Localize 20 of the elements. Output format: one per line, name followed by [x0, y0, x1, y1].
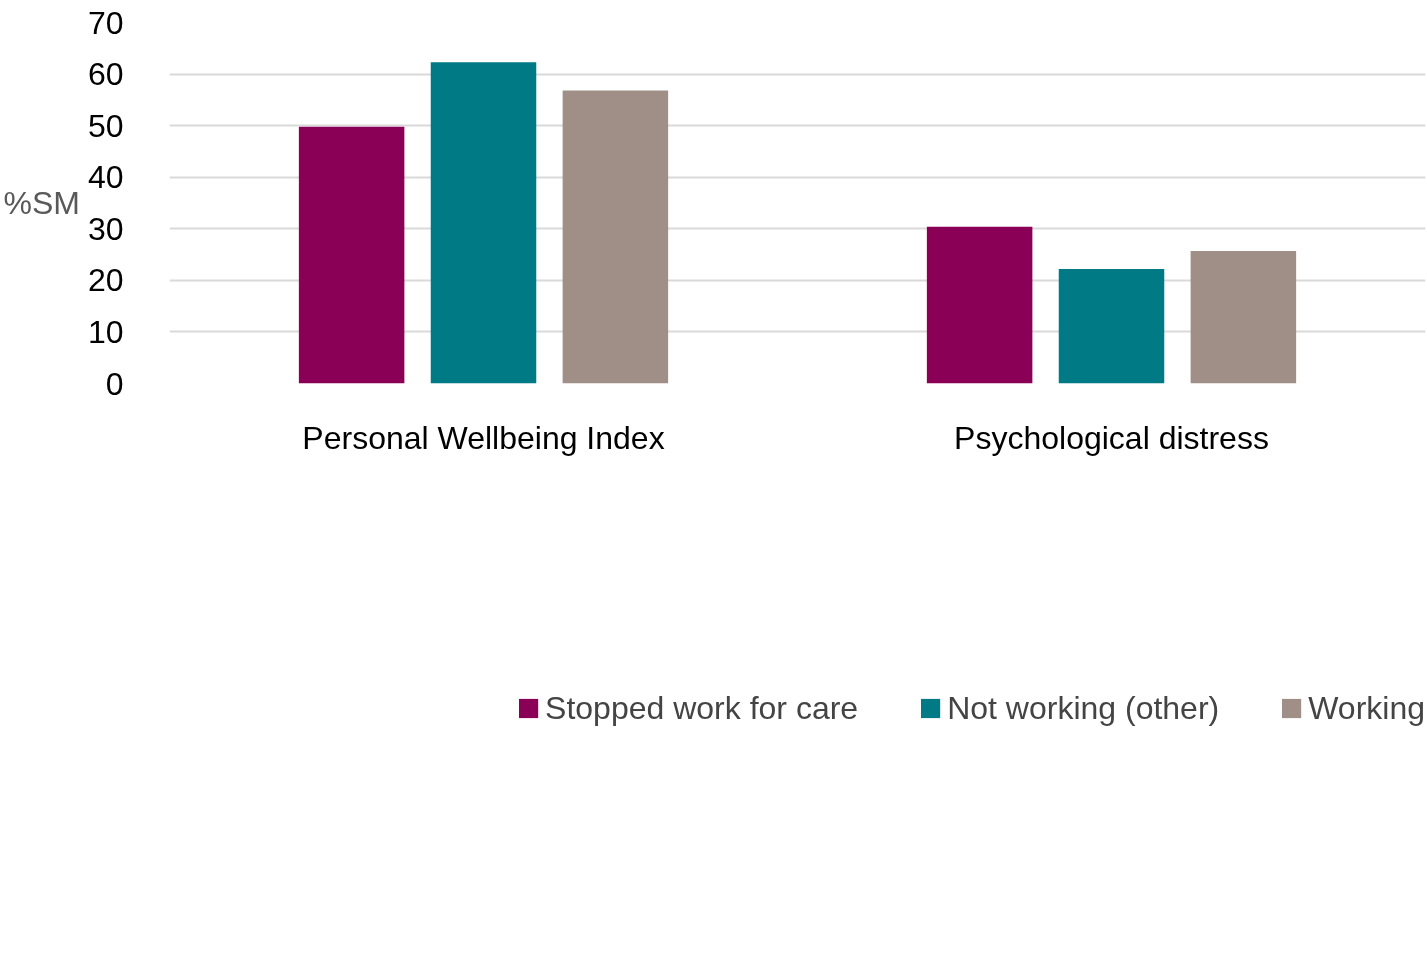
- y-tick-label: 70: [87, 4, 124, 41]
- legend-label: Working: [1308, 689, 1425, 727]
- bar: [298, 126, 405, 384]
- legend-label: Not working (other): [947, 689, 1220, 727]
- y-tick-label: 30: [87, 210, 124, 247]
- y-tick-label: 40: [87, 159, 124, 196]
- y-tick-label: 50: [87, 107, 124, 144]
- y-tick-label: 0: [105, 365, 124, 402]
- y-axis-title: %SM: [3, 185, 80, 221]
- x-tick-label: Psychological distress: [954, 419, 1269, 456]
- bar: [562, 90, 669, 384]
- bar: [430, 62, 537, 384]
- bar: [926, 226, 1033, 384]
- y-tick-label: 10: [87, 313, 124, 350]
- bar: [1190, 250, 1297, 384]
- legend-label: Stopped work for care: [545, 689, 859, 727]
- y-tick-label: 60: [87, 56, 124, 93]
- bar: [1058, 269, 1165, 384]
- y-tick-label: 20: [87, 262, 124, 299]
- x-tick-label: Personal Wellbeing Index: [302, 419, 665, 456]
